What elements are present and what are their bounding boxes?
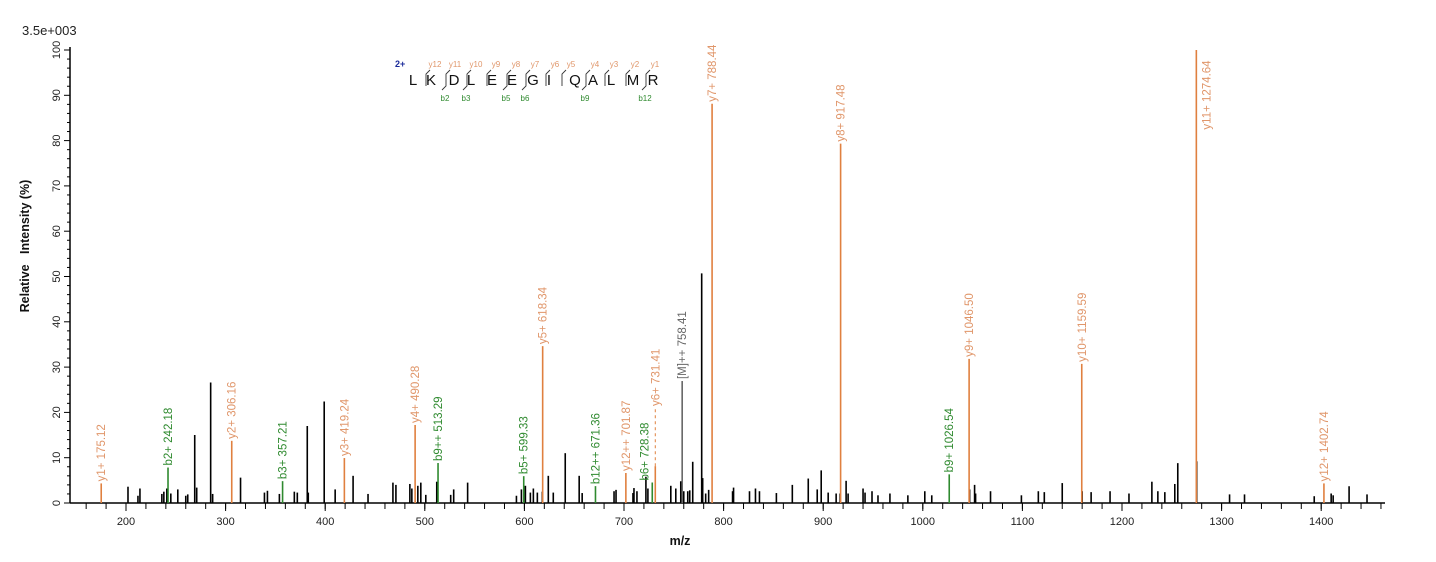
- y-tick-label: 20: [51, 406, 63, 418]
- cleavage-marker: [521, 69, 531, 91]
- residue: D: [449, 72, 460, 89]
- y-ion-label: y3: [610, 60, 619, 69]
- y-tick-label: 40: [51, 316, 63, 328]
- peak-label: b2+ 242.18: [163, 408, 175, 466]
- peak-label: b3+ 357.21: [278, 421, 290, 479]
- peak-label: y3+ 419.24: [339, 398, 351, 456]
- residue: M: [627, 72, 640, 89]
- peak-label: y5+ 618.34: [538, 286, 550, 344]
- x-tick-label: 1200: [1110, 516, 1134, 528]
- cleavage-marker: [641, 69, 651, 91]
- cleavage-marker: [502, 69, 512, 91]
- peak-label: y12+ 1402.74: [1319, 411, 1331, 482]
- peak-label: b9++ 513.29: [433, 396, 445, 461]
- y-tick-label: 80: [51, 134, 63, 146]
- y-ion-label: y4: [591, 60, 600, 69]
- y-tick-label: 100: [51, 41, 63, 59]
- peak-label: y4+ 490.28: [410, 366, 422, 423]
- residue: L: [467, 72, 475, 89]
- charge-state: 2+: [395, 59, 405, 69]
- cleavage-marker: [625, 69, 631, 86]
- b-ion-label: b3: [462, 94, 471, 103]
- cleavage-marker: [462, 69, 472, 91]
- y-ion-label: y8: [512, 60, 521, 69]
- peak-label: [M]++ 758.41: [677, 311, 689, 379]
- y-ion-label: y5: [567, 60, 576, 69]
- peak-label: y1+ 175.12: [96, 424, 108, 481]
- residue: L: [607, 72, 615, 89]
- x-tick-label: 1300: [1209, 516, 1233, 528]
- cleavage-marker: [441, 69, 451, 91]
- y-ion-label: y7: [531, 60, 540, 69]
- peak-label: b6+ 728.38: [639, 423, 651, 481]
- y-tick-label: 10: [51, 452, 63, 464]
- residue: L: [409, 72, 417, 89]
- x-tick-label: 1000: [911, 516, 935, 528]
- b-ion-label: b6: [521, 94, 530, 103]
- residue: E: [507, 72, 517, 89]
- y-tick-label: 70: [51, 180, 63, 192]
- x-tick-label: 300: [216, 516, 234, 528]
- b-ion-label: b2: [441, 94, 450, 103]
- cleavage-marker: [425, 69, 431, 86]
- y-ion-label: y1: [651, 60, 660, 69]
- x-tick-label: 1100: [1011, 516, 1035, 528]
- residue: K: [426, 72, 436, 89]
- residue: R: [648, 72, 659, 89]
- y-ion-label: y6: [551, 60, 560, 69]
- peak-label: y8+ 917.48: [836, 84, 848, 141]
- x-tick-label: 600: [515, 516, 533, 528]
- cleavage-marker: [486, 69, 492, 86]
- b-ion-label: b5: [502, 94, 511, 103]
- cleavage-marker: [545, 69, 551, 86]
- residue: A: [588, 72, 598, 89]
- y-tick-label: 60: [51, 225, 63, 237]
- b-ion-label: b12: [638, 94, 652, 103]
- cleavage-marker: [581, 69, 591, 91]
- peak-annotations: y1+ 175.12 b2+ 242.18 y2+ 306.16 b3+ 357.21…: [96, 44, 1331, 503]
- y-ion-label: y9: [492, 60, 501, 69]
- peak-label: y11+ 1274.64: [1201, 60, 1213, 130]
- peak-label: b9+ 1026.54: [944, 407, 956, 472]
- y-tick-label: 0: [51, 500, 63, 506]
- y-ion-label: y12: [429, 60, 442, 69]
- x-tick-label: 1400: [1309, 516, 1333, 528]
- y-axis-label: Relative Intensity (%): [18, 180, 32, 313]
- peak-label: y12++ 701.87: [621, 401, 633, 471]
- y-ion-label: y10: [470, 60, 483, 69]
- peak-label: y6+ 731.41: [650, 349, 662, 406]
- y-ion-label: y11: [449, 60, 462, 69]
- x-tick-label: 400: [316, 516, 334, 528]
- x-tick-label: 200: [117, 516, 135, 528]
- residue: Q: [569, 72, 581, 89]
- y-tick-label: 30: [51, 361, 63, 373]
- b-ion-label: b9: [581, 94, 590, 103]
- peak-label: y2+ 306.16: [227, 382, 239, 439]
- peak-label: y7+ 788.44: [707, 44, 719, 102]
- cleavage-marker: [561, 69, 567, 86]
- y-tick-label: 50: [51, 270, 63, 282]
- peaks: [127, 273, 1368, 503]
- residue: E: [487, 72, 497, 89]
- intensity-scale-label: 3.5e+003: [22, 23, 77, 38]
- x-axis-label: m/z: [670, 534, 691, 548]
- x-tick-label: 700: [615, 516, 633, 528]
- peak-label: y9+ 1046.50: [964, 293, 976, 357]
- y-tick-label: 90: [51, 89, 63, 101]
- y-ion-label: y2: [631, 60, 640, 69]
- residue: G: [527, 72, 539, 89]
- cleavage-marker: [604, 69, 610, 86]
- x-tick-label: 900: [814, 516, 832, 528]
- x-tick-label: 800: [714, 516, 732, 528]
- x-tick-label: 500: [416, 516, 434, 528]
- residue: I: [547, 72, 551, 89]
- peak-label: y10+ 1159.59: [1077, 293, 1089, 362]
- peak-label: b5+ 599.33: [519, 416, 531, 474]
- axes: 200 300 400 500 600 700 800 900 1000 1100 1200 1300…: [51, 41, 1385, 528]
- peak-label: b12++ 671.36: [590, 413, 602, 484]
